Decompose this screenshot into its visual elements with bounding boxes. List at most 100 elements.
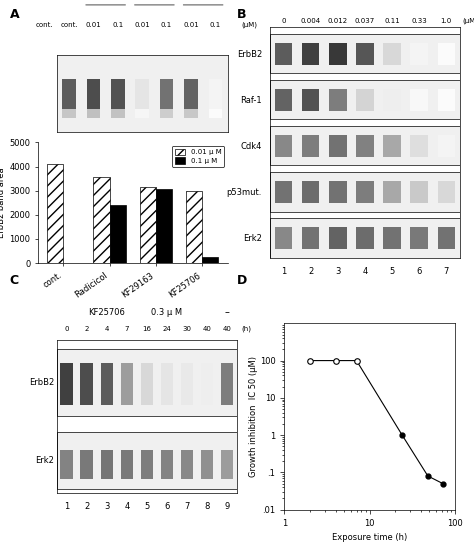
Bar bbox=[383, 135, 401, 157]
Text: KF25706: KF25706 bbox=[89, 308, 125, 317]
Bar bbox=[410, 135, 428, 157]
Bar bbox=[383, 43, 401, 65]
Bar bbox=[270, 173, 460, 212]
Bar bbox=[383, 181, 401, 203]
Bar bbox=[275, 43, 292, 65]
Text: Erk2: Erk2 bbox=[243, 234, 262, 243]
Bar bbox=[156, 190, 172, 263]
Legend: 0.01 μ M, 0.1 μ M: 0.01 μ M, 0.1 μ M bbox=[172, 146, 224, 167]
Text: 2: 2 bbox=[308, 267, 313, 276]
Bar bbox=[220, 363, 233, 405]
Bar bbox=[62, 109, 76, 118]
Bar bbox=[62, 79, 76, 110]
Text: A: A bbox=[9, 8, 19, 21]
Bar bbox=[302, 135, 319, 157]
Text: cont.: cont. bbox=[60, 22, 78, 28]
Bar bbox=[57, 432, 237, 489]
Text: 0.11: 0.11 bbox=[384, 18, 400, 24]
Bar bbox=[329, 89, 346, 111]
Bar bbox=[302, 227, 319, 249]
Text: Erk2: Erk2 bbox=[35, 456, 54, 465]
Text: C: C bbox=[9, 274, 18, 287]
Bar bbox=[140, 450, 154, 480]
Bar bbox=[275, 227, 292, 249]
Bar bbox=[111, 79, 125, 110]
Text: 7: 7 bbox=[125, 326, 129, 332]
Text: B: B bbox=[237, 8, 246, 21]
Text: (μM): (μM) bbox=[463, 17, 474, 24]
Bar bbox=[47, 164, 64, 263]
Y-axis label: ErbB2 band area: ErbB2 band area bbox=[0, 168, 6, 238]
Bar bbox=[81, 450, 93, 480]
Bar bbox=[201, 450, 213, 480]
Bar bbox=[57, 349, 237, 416]
Text: 9: 9 bbox=[224, 503, 229, 511]
Bar bbox=[410, 89, 428, 111]
Bar bbox=[438, 181, 455, 203]
Bar bbox=[161, 363, 173, 405]
Text: 7: 7 bbox=[184, 503, 190, 511]
Text: 3: 3 bbox=[115, 151, 120, 159]
Text: 0.037: 0.037 bbox=[355, 18, 375, 24]
Bar bbox=[270, 35, 460, 73]
Bar bbox=[100, 450, 113, 480]
Bar bbox=[410, 43, 428, 65]
Text: 5: 5 bbox=[144, 503, 150, 511]
Bar bbox=[140, 187, 156, 263]
Bar bbox=[61, 363, 73, 405]
Bar bbox=[270, 81, 460, 119]
Bar bbox=[356, 89, 374, 111]
Bar bbox=[270, 35, 460, 73]
Bar bbox=[184, 109, 198, 118]
Bar bbox=[356, 181, 374, 203]
Text: 2: 2 bbox=[84, 503, 90, 511]
Text: ErbB2: ErbB2 bbox=[28, 378, 54, 387]
Bar bbox=[270, 127, 460, 165]
Bar bbox=[220, 450, 233, 480]
Bar bbox=[181, 450, 193, 480]
Text: D: D bbox=[237, 274, 247, 287]
Text: 16: 16 bbox=[143, 326, 151, 332]
Text: 4: 4 bbox=[105, 326, 109, 332]
Text: 7: 7 bbox=[444, 267, 449, 276]
Text: 0.012: 0.012 bbox=[328, 18, 348, 24]
Bar bbox=[270, 219, 460, 258]
Text: 3: 3 bbox=[335, 267, 341, 276]
Text: 0.3 μ M: 0.3 μ M bbox=[151, 308, 182, 317]
Text: p53mut.: p53mut. bbox=[227, 188, 262, 197]
Bar bbox=[438, 43, 455, 65]
Bar bbox=[57, 349, 237, 416]
Text: 0.01: 0.01 bbox=[86, 22, 101, 28]
Bar bbox=[93, 178, 109, 263]
Bar bbox=[438, 89, 455, 111]
Bar bbox=[410, 227, 428, 249]
Bar bbox=[329, 43, 346, 65]
Bar bbox=[356, 43, 374, 65]
Bar bbox=[438, 135, 455, 157]
Bar bbox=[140, 363, 154, 405]
Bar bbox=[186, 191, 202, 263]
Text: 0: 0 bbox=[64, 326, 69, 332]
Text: 6: 6 bbox=[188, 151, 194, 159]
Text: 4: 4 bbox=[124, 503, 129, 511]
Bar bbox=[136, 109, 149, 118]
Bar bbox=[275, 135, 292, 157]
Text: 6: 6 bbox=[417, 267, 422, 276]
Text: 4: 4 bbox=[362, 267, 368, 276]
Bar bbox=[111, 109, 125, 118]
Text: 1: 1 bbox=[66, 151, 72, 159]
Bar bbox=[270, 173, 460, 212]
Text: 24: 24 bbox=[163, 326, 171, 332]
Text: 2: 2 bbox=[85, 326, 89, 332]
Bar bbox=[81, 363, 93, 405]
Text: 6: 6 bbox=[164, 503, 170, 511]
Text: ErbB2: ErbB2 bbox=[237, 50, 262, 59]
Bar bbox=[160, 109, 173, 118]
Text: 7: 7 bbox=[213, 151, 218, 159]
Text: 1.0: 1.0 bbox=[441, 18, 452, 24]
Bar bbox=[181, 363, 193, 405]
Bar bbox=[356, 135, 374, 157]
Bar bbox=[275, 89, 292, 111]
Text: 0.33: 0.33 bbox=[411, 18, 427, 24]
Bar bbox=[275, 181, 292, 203]
